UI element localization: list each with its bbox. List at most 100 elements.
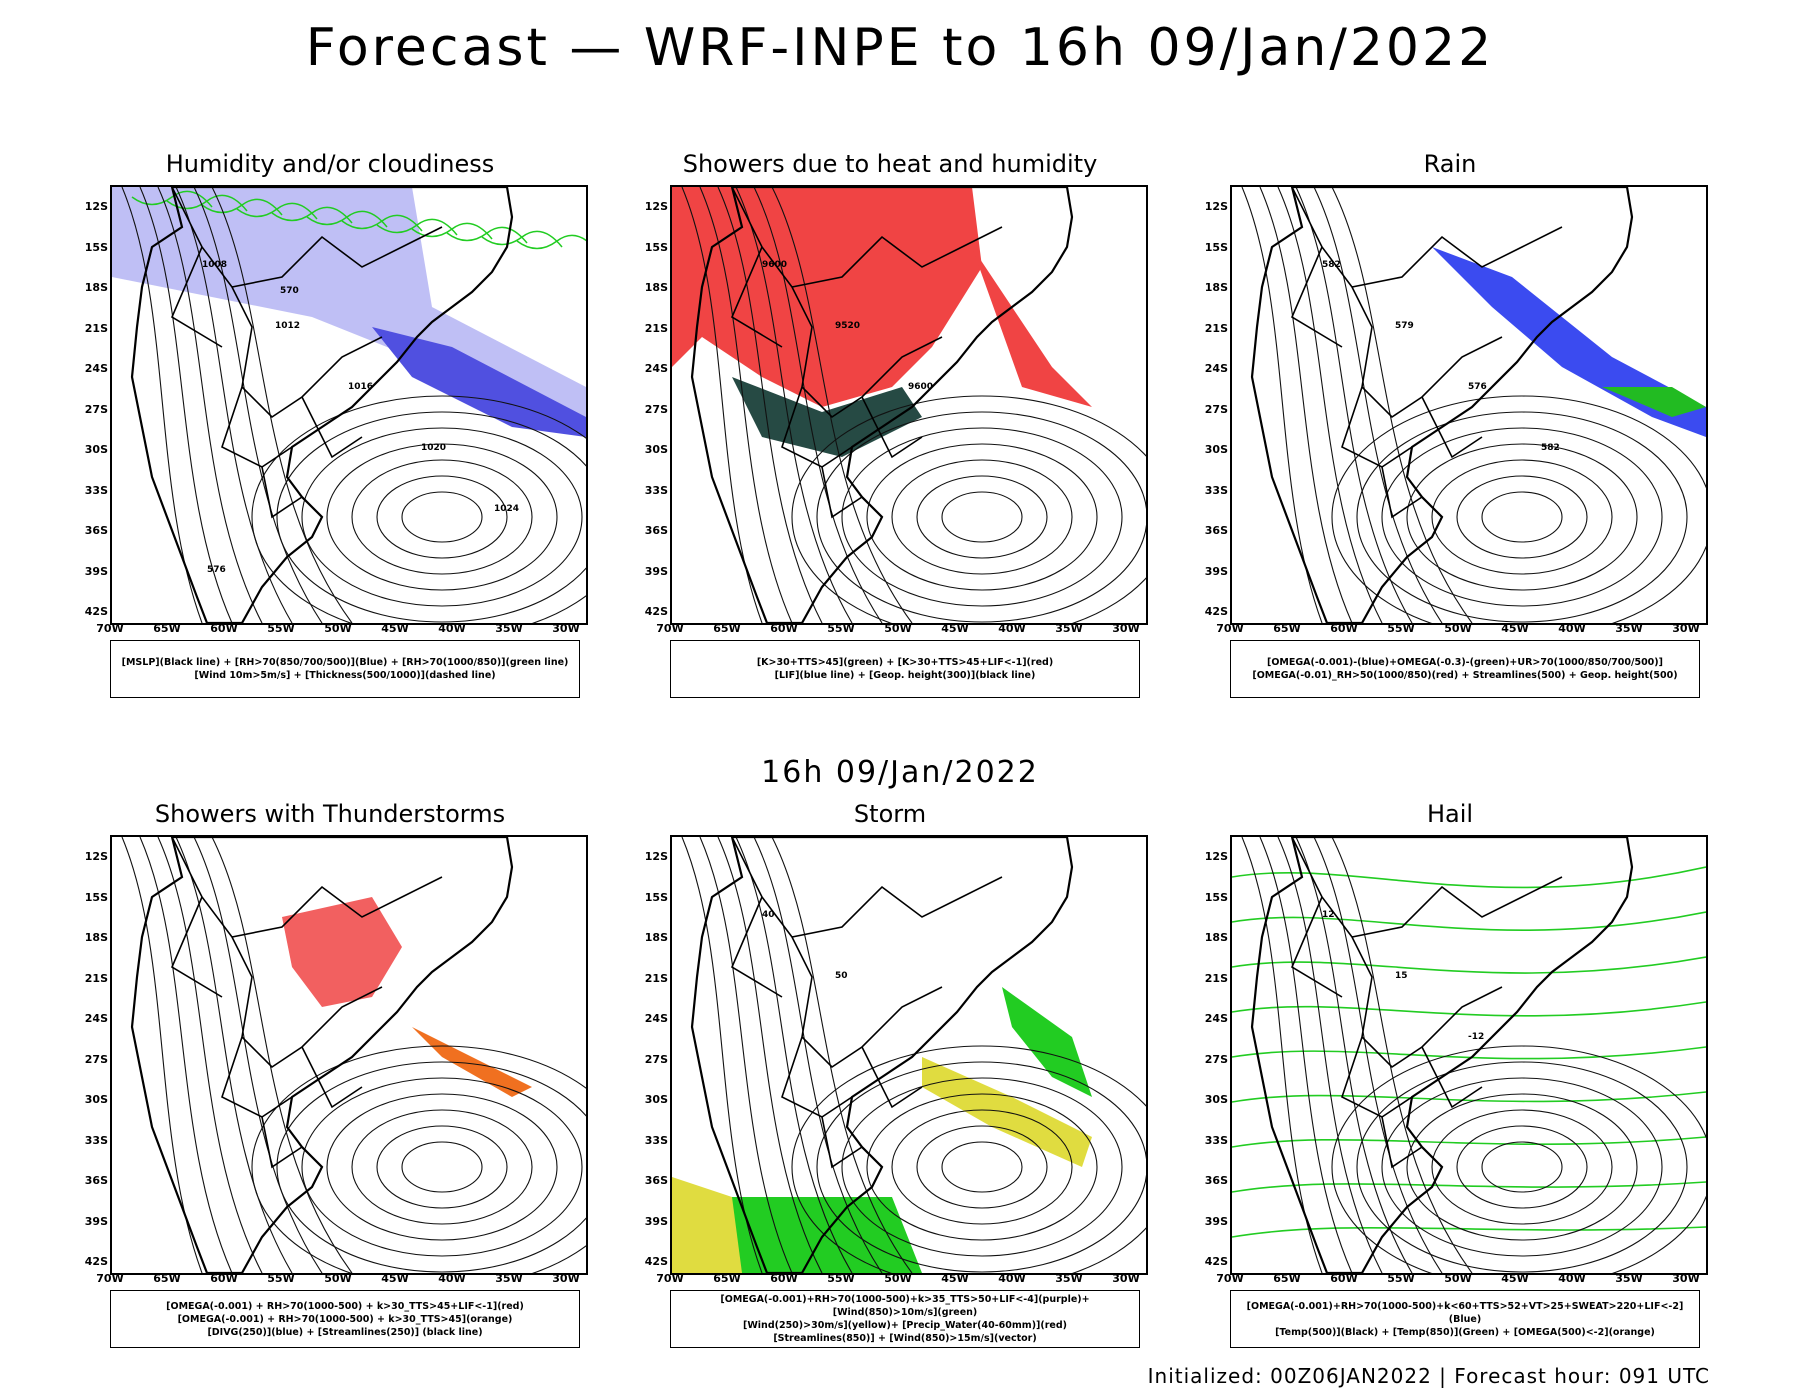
lon-tick-label: 40W [438,622,466,635]
lon-tick-label: 60W [210,622,238,635]
streamline-contour [1431,1109,1613,1225]
lon-tick-label: 65W [153,1272,181,1285]
rh-green-contour [236,202,318,220]
legend-line: [Wind(250)>30m/s](yellow)+ [Precip_Water… [742,1320,1067,1331]
streamline-contour [376,1125,508,1209]
streamline-contour [841,427,1123,607]
lon-tick-label: 35W [1615,1272,1643,1285]
lon-tick-label: 45W [381,1272,409,1285]
lon-tick-label: 35W [1615,622,1643,635]
coastline [690,837,1074,1273]
lon-tick-label: 40W [998,622,1026,635]
lat-tick-label: 24S [644,1012,668,1025]
lat-tick-label: 39S [644,564,668,578]
lon-tick-label: 35W [495,622,523,635]
legend-line: [OMEGA(-0.001)+RH>70(1000-500)+k<60+TTS>… [1246,1300,1684,1325]
lon-tick-label: 40W [1558,622,1586,635]
contour-label: 582 [1322,260,1341,270]
lat-tick-label: 42S [1204,1255,1228,1268]
omega-green-field [1602,387,1706,417]
temp-850-contour [1232,956,1706,974]
lat-tick-label: 15S [1204,890,1228,904]
lon-tick-label: 70W [1216,622,1244,635]
streamline-contour [301,427,583,607]
lat-tick-label: 39S [84,1214,108,1228]
legend-line: [OMEGA(-0.001) + RH>70(1000-500) + k>30_… [177,1313,513,1325]
wind-850-green [732,1197,922,1273]
streamline-contour [1241,187,1323,623]
lon-tick-label: 50W [884,622,912,635]
lat-tick-label: 21S [1204,321,1228,335]
temp-850-contour [1232,866,1706,889]
streamline-contour [1259,187,1353,623]
lon-tick-label: 50W [1444,622,1472,635]
streamline-contour [1331,187,1473,623]
rh-green-contour [516,234,586,250]
rh-green-contour [201,198,283,216]
lon-tick-label: 60W [770,622,798,635]
lat-tick-label: 21S [84,321,108,335]
streamline-contour [771,187,913,623]
map-canvas: 12 15 -12 [1232,837,1706,1273]
streamline-contour [699,837,793,1273]
streamline-contour [735,187,853,623]
lat-tick-label: 36S [84,524,108,537]
legend-box: [OMEGA(-0.001) + RH>70(1000-500) + k>30_… [110,1290,580,1348]
lat-tick-label: 42S [644,605,668,618]
lat-tick-label: 18S [84,281,108,294]
lat-tick-label: 36S [644,524,668,537]
streamline-contour [699,187,793,623]
contour-label: 9520 [835,321,860,331]
legend-box: [K>30+TTS>45](green) + [K>30+TTS>45+LIF<… [670,640,1140,698]
lon-tick-label: 40W [998,1272,1026,1285]
lat-tick-label: 30S [84,1093,108,1106]
streamline-contour [916,475,1048,559]
streamline-contour [1456,1125,1588,1209]
streamline-contour [1406,443,1638,591]
lat-tick-label: 36S [1204,1174,1228,1187]
lat-tick-label: 21S [644,321,668,335]
streamline-contour [1295,187,1413,623]
legend-box: [OMEGA(-0.001)-(blue)+OMEGA(-0.3)-(green… [1230,640,1700,698]
streamline-contour [157,837,263,1273]
lat-tick-label: 18S [1204,931,1228,944]
map-canvas [121,837,586,1273]
legend-line: [DIVG(250)](blue) + [Streamlines(250)] (… [207,1326,483,1338]
lat-tick-label: 33S [1204,483,1228,497]
map-canvas: 1008 1012 1016 1020 1024 576 570 [112,187,586,623]
k-tts-red-field [672,187,982,407]
country-borders [170,837,443,1169]
panel-title: Rain [1423,150,1477,178]
streamline-contour [1431,459,1613,575]
lat-tick-label: 30S [1204,1093,1228,1106]
lat-tick-label: 39S [84,564,108,578]
lon-tick-label: 50W [884,1272,912,1285]
lon-tick-label: 45W [1501,622,1529,635]
temp-850-contour [1232,1091,1706,1103]
streamline-contour [121,837,203,1273]
streamline-contour [1381,1077,1663,1257]
legend-line: [OMEGA(-0.001)-(blue)+OMEGA(-0.3)-(green… [1267,657,1663,668]
lon-tick-label: 60W [210,1272,238,1285]
contour-label: 15 [1395,971,1408,981]
map-showers-heat: 9600 9520 9600 [670,185,1148,625]
contour-label: 1020 [421,443,446,453]
lat-tick-label: 18S [644,281,668,294]
temp-850-contour [1232,1001,1706,1017]
streamline-contour [376,475,508,559]
rh-green-contour [481,230,563,248]
streamline-contour [251,395,586,623]
lat-tick-label: 15S [84,890,108,904]
rh-green-contour [306,210,388,228]
legend-line: [LIF](blue line) + [Geop. height(300)](b… [774,670,1036,681]
lon-tick-label: 70W [656,622,684,635]
contour-label: 40 [762,910,775,920]
streamline-contour [251,1045,586,1273]
streamline-contour [916,1125,1048,1209]
lat-tick-label: 36S [644,1174,668,1187]
coastline [1250,187,1634,623]
lon-tick-label: 65W [713,1272,741,1285]
lon-tick-label: 40W [438,1272,466,1285]
streamline-contour [1295,837,1413,1273]
lon-tick-label: 70W [96,622,124,635]
